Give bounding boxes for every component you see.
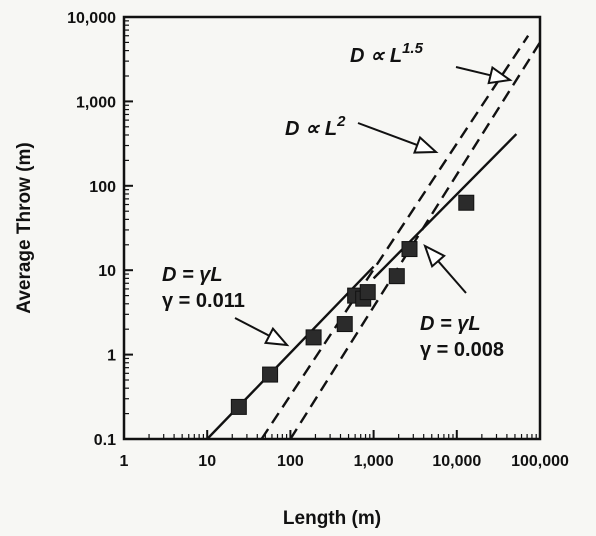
y-tick-label: 1,000 [76, 94, 116, 111]
annotation-arrowhead [263, 326, 290, 347]
y-axis-title: Average Throw (m) [14, 142, 35, 313]
x-tick-label: 10,000 [432, 453, 481, 470]
solid-fit-line [372, 133, 518, 280]
annotation: D ∝ L1.5 [350, 40, 513, 85]
x-tick-label: 1 [120, 453, 129, 470]
data-point [336, 316, 353, 333]
data-point [458, 194, 475, 211]
x-tick-label: 100 [277, 453, 304, 470]
x-axis-title: Length (m) [283, 508, 381, 529]
dashed-trend-line [289, 41, 540, 439]
annotation-superscript: 1.5 [402, 40, 424, 57]
axis-ticks [123, 16, 541, 440]
data-point [230, 398, 247, 415]
y-axis-tick-labels: 0.1 1 10 100 1,000 10,000 [67, 10, 116, 449]
data-point [359, 284, 376, 301]
annotation-arrowhead [423, 243, 446, 269]
y-tick-label: 1 [107, 348, 116, 365]
data-point [305, 329, 322, 346]
annotation-text: D ∝ L1.5 [350, 40, 424, 67]
plot-frame [122, 15, 542, 441]
annotation-arrowhead [413, 135, 439, 154]
annotation: D = γL γ = 0.011 [162, 264, 290, 347]
y-tick-label: 100 [89, 179, 116, 196]
annotation-text: γ = 0.011 [162, 290, 245, 312]
annotation-arrow-shaft [234, 317, 270, 337]
y-tick-label: 0.1 [94, 432, 116, 449]
dashed-trend-line [260, 35, 530, 439]
annotation: D ∝ L2 [285, 113, 439, 154]
annotation-text: D = γL [162, 264, 223, 286]
y-tick-label: 10,000 [67, 10, 116, 27]
annotation-arrow-shaft [437, 260, 467, 294]
annotation-arrowhead [487, 65, 513, 85]
data-point [388, 268, 405, 285]
annotation-arrow-shaft [455, 66, 491, 77]
data-point [401, 241, 418, 258]
data-points [230, 194, 475, 415]
fit-lines [206, 35, 540, 439]
data-point [262, 366, 279, 383]
annotation-superscript: 2 [336, 113, 346, 130]
annotations: D ∝ L1.5 D ∝ L2 D = γL γ = 0.011 D = γL γ = 0… [162, 40, 513, 361]
x-tick-label: 100,000 [511, 453, 569, 470]
annotation: D = γL γ = 0.008 [420, 243, 504, 361]
x-tick-label: 1,000 [354, 453, 394, 470]
x-axis-tick-labels: 1 10 100 1,000 10,000 100,000 [120, 453, 569, 470]
annotation-text: γ = 0.008 [420, 339, 504, 361]
y-tick-label: 10 [98, 263, 116, 280]
annotation-text: D = γL [420, 313, 481, 335]
x-tick-label: 10 [198, 453, 216, 470]
annotation-arrow-shaft [357, 122, 418, 146]
annotation-text: D ∝ L2 [285, 113, 346, 140]
